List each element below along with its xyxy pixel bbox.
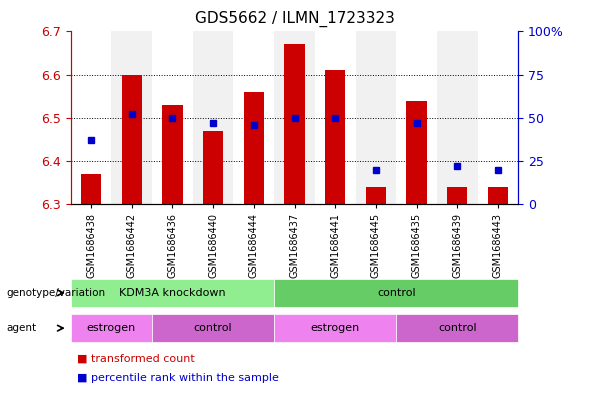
Text: control: control [377, 288, 416, 298]
Text: ■ transformed count: ■ transformed count [77, 354, 194, 364]
Bar [111, 31, 152, 204]
Text: estrogen: estrogen [310, 323, 360, 333]
Bar [447, 187, 468, 204]
Bar [203, 131, 223, 204]
Bar [121, 75, 142, 204]
Bar [81, 174, 101, 204]
Bar [193, 31, 233, 204]
Text: agent: agent [6, 323, 36, 333]
Bar [356, 31, 396, 204]
Text: KDM3A knockdown: KDM3A knockdown [119, 288, 226, 298]
Bar [406, 101, 427, 204]
Text: genotype/variation: genotype/variation [6, 288, 105, 298]
Bar [315, 31, 356, 204]
Bar [478, 31, 518, 204]
Bar [325, 70, 345, 204]
Text: estrogen: estrogen [87, 323, 136, 333]
Text: control: control [438, 323, 477, 333]
Bar [152, 31, 193, 204]
Bar [437, 31, 478, 204]
Bar [274, 31, 315, 204]
Bar [284, 44, 305, 204]
Bar [162, 105, 183, 204]
Bar [244, 92, 264, 204]
Text: control: control [194, 323, 233, 333]
Bar [396, 31, 437, 204]
Bar [488, 187, 508, 204]
Text: ■ percentile rank within the sample: ■ percentile rank within the sample [77, 373, 279, 383]
Bar [71, 31, 111, 204]
Bar [233, 31, 274, 204]
Bar [366, 187, 386, 204]
Title: GDS5662 / ILMN_1723323: GDS5662 / ILMN_1723323 [194, 11, 395, 27]
